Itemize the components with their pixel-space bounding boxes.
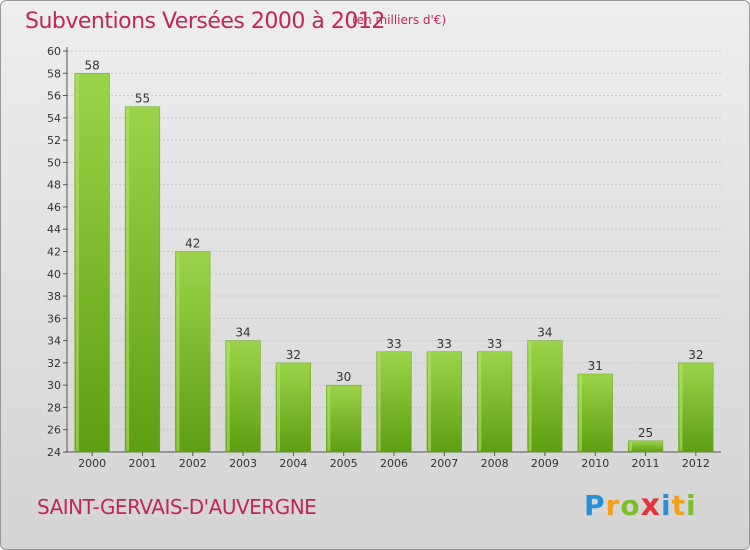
x-tick-label: 2007: [430, 457, 458, 470]
x-tick-label: 2011: [632, 457, 660, 470]
y-tick-label: 34: [47, 335, 61, 348]
labels: 58 2000 55 2001 42 2002 34 2003 32 2004 30 2005 33 20…: [78, 58, 710, 470]
bar-2000: [74, 73, 110, 453]
y-tick-label: 58: [47, 67, 61, 80]
data-label: 33: [437, 337, 452, 351]
y-tick-label: 56: [47, 90, 61, 103]
bar-2004: [275, 362, 311, 453]
y-tick-label: 30: [47, 379, 61, 392]
data-label: 32: [688, 348, 703, 362]
data-label: 25: [638, 426, 653, 440]
bar-highlight: [377, 352, 381, 451]
y-tick-label: 60: [47, 45, 61, 58]
y-tick-label: 26: [47, 424, 61, 437]
y-tick-label: 38: [47, 290, 61, 303]
bar-2007: [426, 351, 462, 453]
y-tick-label: 54: [47, 112, 61, 125]
logo-letter: i: [660, 489, 672, 522]
bars: [74, 73, 714, 453]
data-label: 33: [386, 337, 401, 351]
bar-2012: [678, 362, 714, 453]
commune-name: SAINT-GERVAIS-D'AUVERGNE: [37, 495, 317, 519]
bar-2002: [175, 251, 211, 453]
data-label: 33: [487, 337, 502, 351]
bar-highlight: [277, 363, 281, 451]
data-label: 34: [235, 326, 250, 340]
bar-2001: [124, 106, 161, 453]
y-tick-label: 32: [47, 357, 61, 370]
data-label: 31: [588, 359, 603, 373]
bar-highlight: [478, 352, 482, 451]
x-tick-label: 2009: [531, 457, 559, 470]
x-tick-label: 2000: [78, 457, 106, 470]
data-label: 42: [185, 237, 200, 251]
bar-2011: [627, 440, 664, 453]
bar-highlight: [176, 252, 180, 451]
bar-highlight: [75, 74, 79, 452]
y-tick-label: 50: [47, 156, 61, 169]
logo-letter: o: [620, 489, 641, 522]
bar-2003: [225, 340, 261, 453]
y-tick-label: 48: [47, 179, 61, 192]
bar-2005: [326, 384, 362, 453]
data-label: 58: [85, 58, 100, 72]
logo-letter: r: [605, 489, 621, 522]
bar-highlight: [126, 107, 130, 451]
data-label: 55: [135, 92, 150, 106]
y-tick-label: 28: [47, 401, 61, 414]
x-tick-label: 2012: [682, 457, 710, 470]
bar-highlight: [578, 375, 582, 451]
bar-highlight: [528, 341, 532, 451]
x-tick-label: 2003: [229, 457, 257, 470]
x-tick-label: 2002: [179, 457, 207, 470]
logo-letter: x: [640, 488, 661, 523]
y-tick-label: 52: [47, 134, 61, 147]
data-label: 34: [537, 326, 552, 340]
chart-subtitle: (en milliers d'€): [352, 13, 447, 27]
bar-highlight: [327, 386, 331, 451]
proxiti-logo: Proxiti: [584, 488, 697, 523]
x-tick-label: 2008: [481, 457, 509, 470]
x-tick-label: 2001: [128, 457, 156, 470]
bar-highlight: [629, 441, 633, 451]
bar-highlight: [427, 352, 431, 451]
bar-2006: [376, 351, 412, 453]
y-tick-label: 36: [47, 312, 61, 325]
bar-highlight: [226, 341, 230, 451]
logo-letter: i: [685, 489, 697, 522]
x-tick-label: 2006: [380, 457, 408, 470]
chart-title: Subventions Versées 2000 à 2012: [25, 9, 385, 34]
bar-2009: [527, 340, 563, 453]
x-tick-label: 2005: [330, 457, 358, 470]
y-tick-label: 44: [47, 223, 61, 236]
bar-2010: [577, 373, 613, 453]
logo-letter: t: [671, 489, 686, 522]
data-label: 30: [336, 370, 351, 384]
data-label: 32: [286, 348, 301, 362]
x-tick-label: 2010: [581, 457, 609, 470]
bar-2008: [477, 351, 513, 453]
logo-letter: P: [584, 489, 606, 522]
bar-highlight: [679, 363, 683, 451]
y-tick-label: 42: [47, 246, 61, 259]
x-tick-label: 2004: [279, 457, 307, 470]
y-tick-label: 46: [47, 201, 61, 214]
y-tick-label: 24: [47, 446, 61, 459]
y-tick-label: 40: [47, 268, 61, 281]
